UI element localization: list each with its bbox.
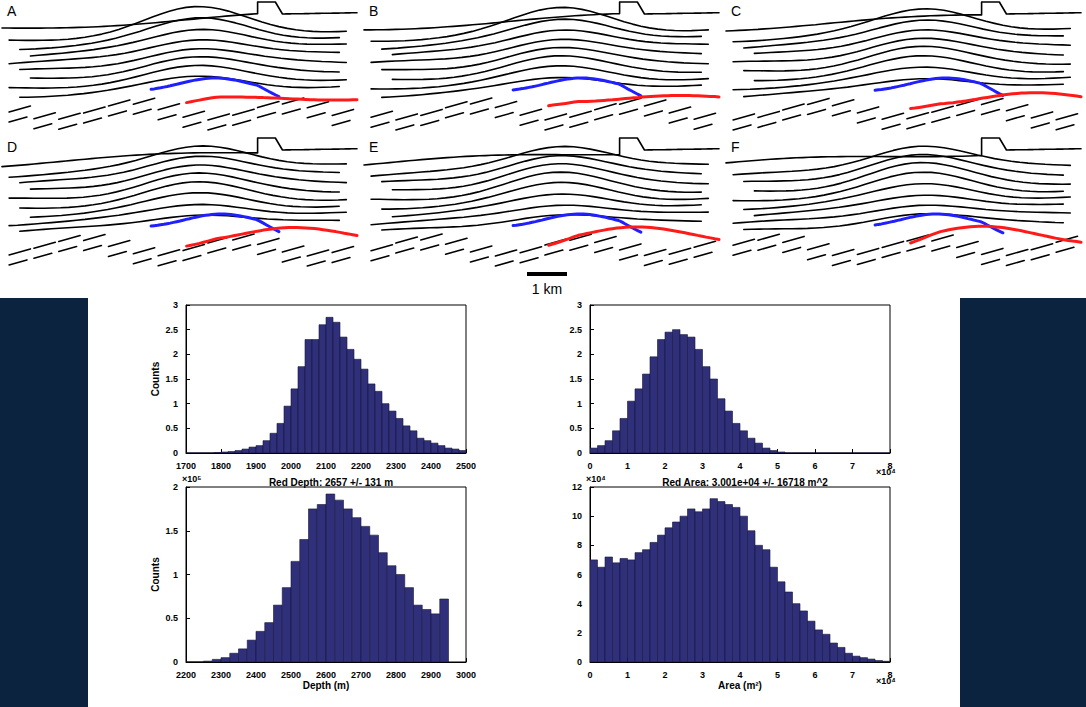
svg-text:5: 5: [775, 670, 780, 680]
svg-text:3: 3: [577, 300, 582, 310]
svg-text:2500: 2500: [281, 670, 301, 680]
svg-text:2: 2: [662, 461, 667, 471]
svg-text:0: 0: [587, 461, 592, 471]
svg-text:Red Area: 3.001e+04 +/- 16718: Red Area: 3.001e+04 +/- 16718 m^2: [662, 477, 828, 488]
svg-text:3000: 3000: [456, 670, 476, 680]
svg-text:2500: 2500: [456, 461, 476, 471]
svg-text:2100: 2100: [316, 461, 336, 471]
svg-text:3: 3: [700, 670, 705, 680]
svg-text:2200: 2200: [176, 670, 196, 680]
svg-text:2600: 2600: [316, 670, 336, 680]
svg-text:1: 1: [173, 570, 178, 580]
svg-text:Area (m²): Area (m²): [718, 680, 762, 691]
svg-text:Counts: Counts: [150, 361, 161, 396]
svg-text:0.5: 0.5: [165, 613, 178, 623]
svg-text:7: 7: [850, 670, 855, 680]
svg-text:2: 2: [577, 628, 582, 638]
svg-text:7: 7: [850, 461, 855, 471]
svg-text:1.5: 1.5: [569, 374, 582, 384]
svg-text:×10⁴: ×10⁴: [876, 676, 896, 686]
svg-text:2: 2: [173, 349, 178, 359]
svg-text:2000: 2000: [281, 461, 301, 471]
svg-text:×10⁵: ×10⁵: [182, 474, 202, 484]
svg-text:C: C: [731, 3, 741, 19]
svg-text:10: 10: [572, 511, 582, 521]
svg-text:3: 3: [173, 300, 178, 310]
svg-text:5: 5: [775, 461, 780, 471]
svg-text:2800: 2800: [386, 670, 406, 680]
svg-text:2300: 2300: [386, 461, 406, 471]
svg-text:0: 0: [587, 670, 592, 680]
svg-text:1: 1: [577, 399, 582, 409]
svg-text:2: 2: [577, 349, 582, 359]
svg-text:Counts: Counts: [150, 557, 161, 592]
svg-text:1900: 1900: [246, 461, 266, 471]
svg-text:Depth (m): Depth (m): [303, 680, 350, 691]
svg-text:6: 6: [812, 461, 817, 471]
svg-text:4: 4: [737, 670, 742, 680]
svg-text:0: 0: [577, 448, 582, 458]
svg-text:1.5: 1.5: [165, 526, 178, 536]
svg-text:12: 12: [572, 482, 582, 492]
svg-text:0.5: 0.5: [569, 423, 582, 433]
svg-text:1: 1: [173, 399, 178, 409]
svg-text:8: 8: [577, 540, 582, 550]
svg-text:2300: 2300: [211, 670, 231, 680]
svg-text:1: 1: [625, 670, 630, 680]
svg-text:2400: 2400: [421, 461, 441, 471]
svg-text:4: 4: [577, 599, 582, 609]
svg-text:2200: 2200: [351, 461, 371, 471]
svg-text:F: F: [731, 139, 740, 155]
svg-text:1.5: 1.5: [165, 374, 178, 384]
svg-text:0: 0: [173, 657, 178, 667]
svg-text:2900: 2900: [421, 670, 441, 680]
svg-text:8: 8: [887, 670, 892, 680]
svg-text:1 km: 1 km: [532, 281, 562, 297]
svg-text:6: 6: [577, 570, 582, 580]
svg-text:B: B: [369, 3, 378, 19]
svg-text:4: 4: [737, 461, 742, 471]
svg-text:×10⁴: ×10⁴: [586, 474, 606, 484]
svg-text:0: 0: [173, 448, 178, 458]
svg-text:6: 6: [812, 670, 817, 680]
svg-text:2: 2: [662, 670, 667, 680]
svg-text:2700: 2700: [351, 670, 371, 680]
svg-text:8: 8: [887, 461, 892, 471]
svg-text:A: A: [7, 3, 17, 19]
svg-text:1700: 1700: [176, 461, 196, 471]
svg-text:0: 0: [577, 657, 582, 667]
svg-text:Red Depth: 2657 +/- 131 m: Red Depth: 2657 +/- 131 m: [269, 477, 393, 488]
svg-text:2.5: 2.5: [569, 325, 582, 335]
svg-text:×10⁴: ×10⁴: [876, 467, 896, 477]
svg-text:D: D: [7, 139, 17, 155]
svg-text:3: 3: [700, 461, 705, 471]
svg-text:2.5: 2.5: [165, 325, 178, 335]
svg-text:E: E: [369, 139, 378, 155]
svg-text:1800: 1800: [211, 461, 231, 471]
svg-text:1: 1: [625, 461, 630, 471]
svg-text:2400: 2400: [246, 670, 266, 680]
svg-text:2: 2: [173, 482, 178, 492]
svg-text:0.5: 0.5: [165, 423, 178, 433]
